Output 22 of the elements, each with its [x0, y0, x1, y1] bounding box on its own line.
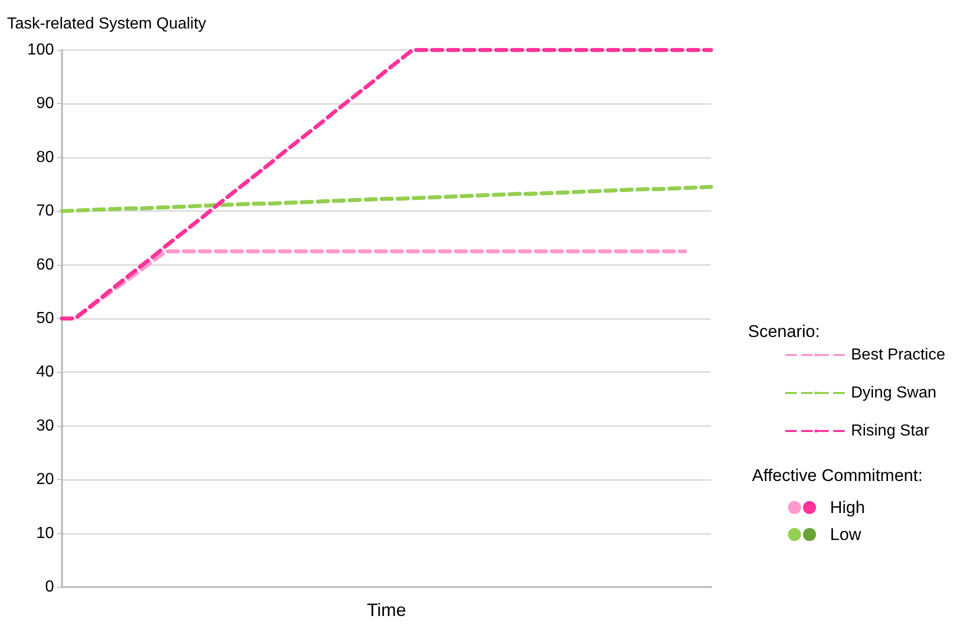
x-axis-title: Time — [366, 600, 406, 620]
y-tick-label: 90 — [36, 95, 54, 112]
y-tick-label: 100 — [27, 42, 54, 58]
y-tick-label: 20 — [36, 471, 54, 488]
y-tick-label: 50 — [36, 310, 54, 327]
y-axis-title: Task-related System Quality — [7, 16, 206, 32]
y-tick-label: 70 — [36, 202, 54, 220]
y-tick-label: 40 — [36, 364, 54, 381]
legend-label: Best Practice — [851, 346, 946, 364]
legend-label: Dying Swan — [851, 384, 936, 402]
y-tick-label: 0 — [45, 578, 54, 596]
y-tick-label: 60 — [36, 256, 54, 274]
text: Affective Commitment: — [752, 466, 923, 486]
line-series — [60, 48, 713, 320]
y-tick-label: 10 — [36, 524, 54, 542]
text: Low — [830, 525, 862, 545]
y-tick-label: 80 — [36, 148, 54, 166]
line-series — [60, 184, 713, 214]
y-tick-label: 30 — [36, 417, 54, 434]
text: High — [830, 498, 865, 518]
legend-title: Scenario: — [748, 322, 820, 341]
legend-label: Rising Star — [851, 422, 930, 440]
